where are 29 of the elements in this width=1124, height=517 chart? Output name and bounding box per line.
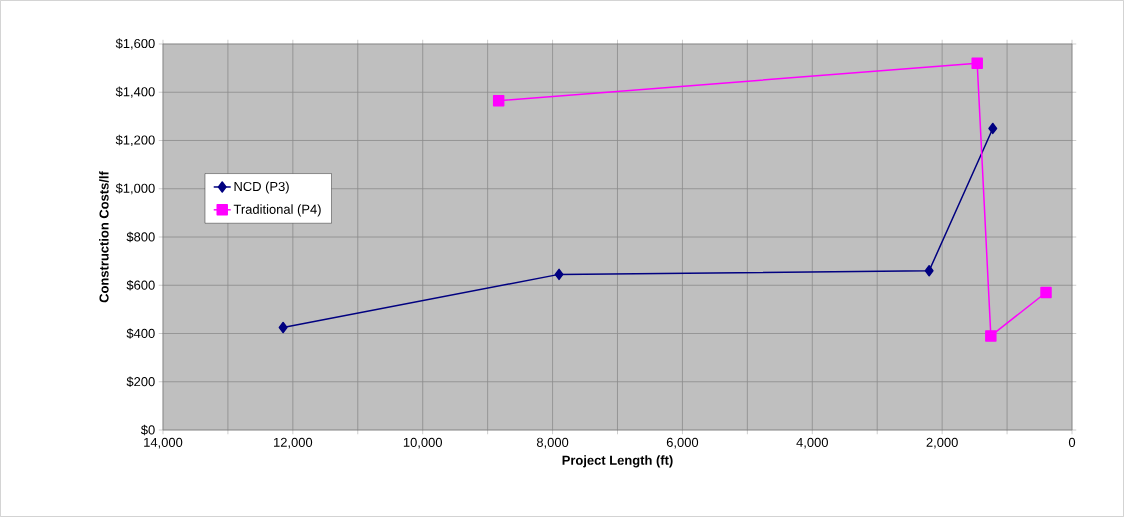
y-tick-label: $800 xyxy=(126,231,155,243)
point xyxy=(554,268,564,281)
point xyxy=(278,321,288,334)
legend-label: NCD (P3) xyxy=(234,181,289,194)
y-tick-label: $1,600 xyxy=(115,38,155,50)
point xyxy=(988,122,998,135)
point xyxy=(971,57,983,70)
x-tick-label: 4,000 xyxy=(796,437,828,449)
y-tick-label: $1,200 xyxy=(115,134,155,147)
point xyxy=(985,330,997,342)
x-tick-label: 10,000 xyxy=(403,437,443,449)
y-tick-label: $0 xyxy=(140,424,155,436)
y-tick-label: $1,000 xyxy=(115,183,155,195)
x-axis-title: Project Length (ft) xyxy=(562,455,673,468)
y-tick-label: $200 xyxy=(126,376,155,387)
x-tick-label: 6,000 xyxy=(666,437,699,449)
x-tick-label: 2,000 xyxy=(926,437,958,449)
x-tick-label: 0 xyxy=(1068,437,1076,447)
y-tick-label: $1,400 xyxy=(115,86,155,98)
x-tick-label: 14,000 xyxy=(144,437,183,449)
legend-label: Traditional (P4) xyxy=(233,204,321,217)
point xyxy=(1040,286,1052,299)
y-axis-title: Construction Costs/lf xyxy=(99,171,109,303)
x-tick-label: 12,000 xyxy=(274,437,313,449)
y-tick-label: $400 xyxy=(126,328,155,339)
y-tick-label: $600 xyxy=(126,280,155,291)
x-tick-label: 8,000 xyxy=(536,437,569,449)
point xyxy=(492,94,505,107)
point xyxy=(924,265,934,277)
